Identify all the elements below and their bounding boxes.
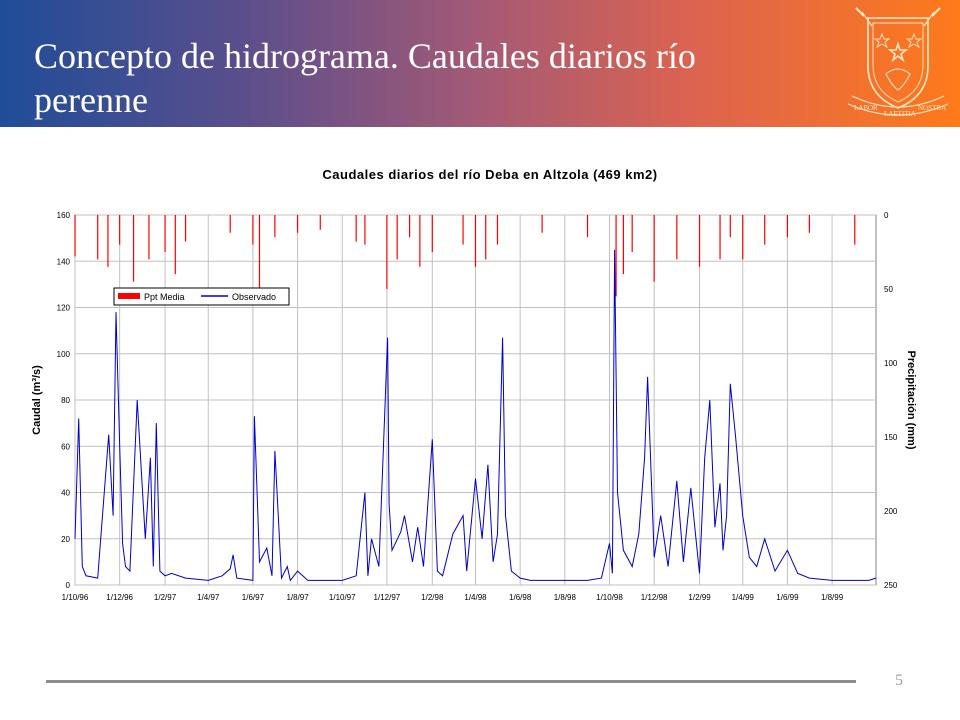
chart-title: Caudales diarios del río Deba en Altzola…	[322, 167, 657, 182]
hydrograph-chart: Caudales diarios del río Deba en Altzola…	[31, 167, 917, 602]
crest-motto-2: LAETITIA	[884, 110, 916, 118]
slide-title: Concepto de hidrograma. Caudales diarios…	[34, 36, 696, 120]
y-tick-label: 20	[61, 535, 70, 544]
slide-header	[0, 0, 960, 127]
y-tick-label: 140	[57, 257, 71, 266]
axis-ticks: 0 20 40 60 80 100 120 140 160 0 50 100 150 200 250 1/10…	[57, 211, 898, 602]
x-tick-label: 1/12/98	[641, 593, 668, 602]
y-tick-label: 40	[61, 489, 70, 498]
precipitation-bars	[74, 215, 856, 297]
footer-divider	[46, 680, 856, 683]
x-tick-label: 1/6/99	[776, 593, 799, 602]
y2-tick-label: 200	[884, 507, 898, 516]
y-axis-label: Caudal (m³/s)	[31, 365, 43, 435]
page-number: 5	[895, 672, 903, 689]
university-crest-logo: LABOR LAETITIA NOSTRA	[847, 7, 949, 118]
y2-tick-label: 0	[884, 211, 889, 220]
x-tick-label: 1/8/97	[286, 593, 309, 602]
legend: Ppt Media Observado	[113, 287, 290, 306]
x-tick-label: 1/12/96	[106, 593, 133, 602]
x-tick-label: 1/10/96	[62, 593, 89, 602]
x-tick-label: 1/12/97	[374, 593, 401, 602]
crest-motto-1: LABOR	[854, 104, 878, 112]
x-tick-label: 1/4/99	[732, 593, 755, 602]
y2-tick-label: 250	[884, 581, 898, 590]
y-tick-label: 160	[57, 211, 71, 220]
y2-tick-label: 50	[884, 285, 893, 294]
x-tick-label: 1/6/98	[509, 593, 532, 602]
x-tick-label: 1/4/98	[464, 593, 487, 602]
grid-lines	[74, 214, 876, 586]
flow-line-series	[74, 249, 877, 582]
x-tick-label: 1/2/98	[421, 593, 444, 602]
y-tick-label: 80	[61, 396, 70, 405]
legend-ppt-label: Ppt Media	[144, 292, 185, 302]
x-tick-label: 1/10/98	[596, 593, 623, 602]
x-tick-label: 1/8/99	[821, 593, 844, 602]
y-tick-label: 100	[57, 350, 71, 359]
y2-axis-label: Precipitación (mm)	[905, 350, 917, 449]
flow-line	[74, 249, 877, 582]
y-tick-label: 0	[66, 581, 71, 590]
x-tick-label: 1/6/97	[242, 593, 265, 602]
y2-tick-label: 150	[884, 433, 898, 442]
y2-tick-label: 100	[884, 359, 898, 368]
x-tick-label: 1/8/98	[554, 593, 577, 602]
x-tick-label: 1/2/97	[154, 593, 177, 602]
y-tick-label: 60	[61, 442, 70, 451]
crest-motto-3: NOSTRA	[918, 104, 946, 112]
legend-observed-label: Observado	[232, 292, 276, 302]
x-tick-label: 1/2/99	[688, 593, 711, 602]
legend-ppt-swatch	[118, 293, 140, 299]
x-tick-label: 1/10/97	[329, 593, 356, 602]
y-tick-label: 120	[57, 304, 71, 313]
x-tick-label: 1/4/97	[197, 593, 220, 602]
